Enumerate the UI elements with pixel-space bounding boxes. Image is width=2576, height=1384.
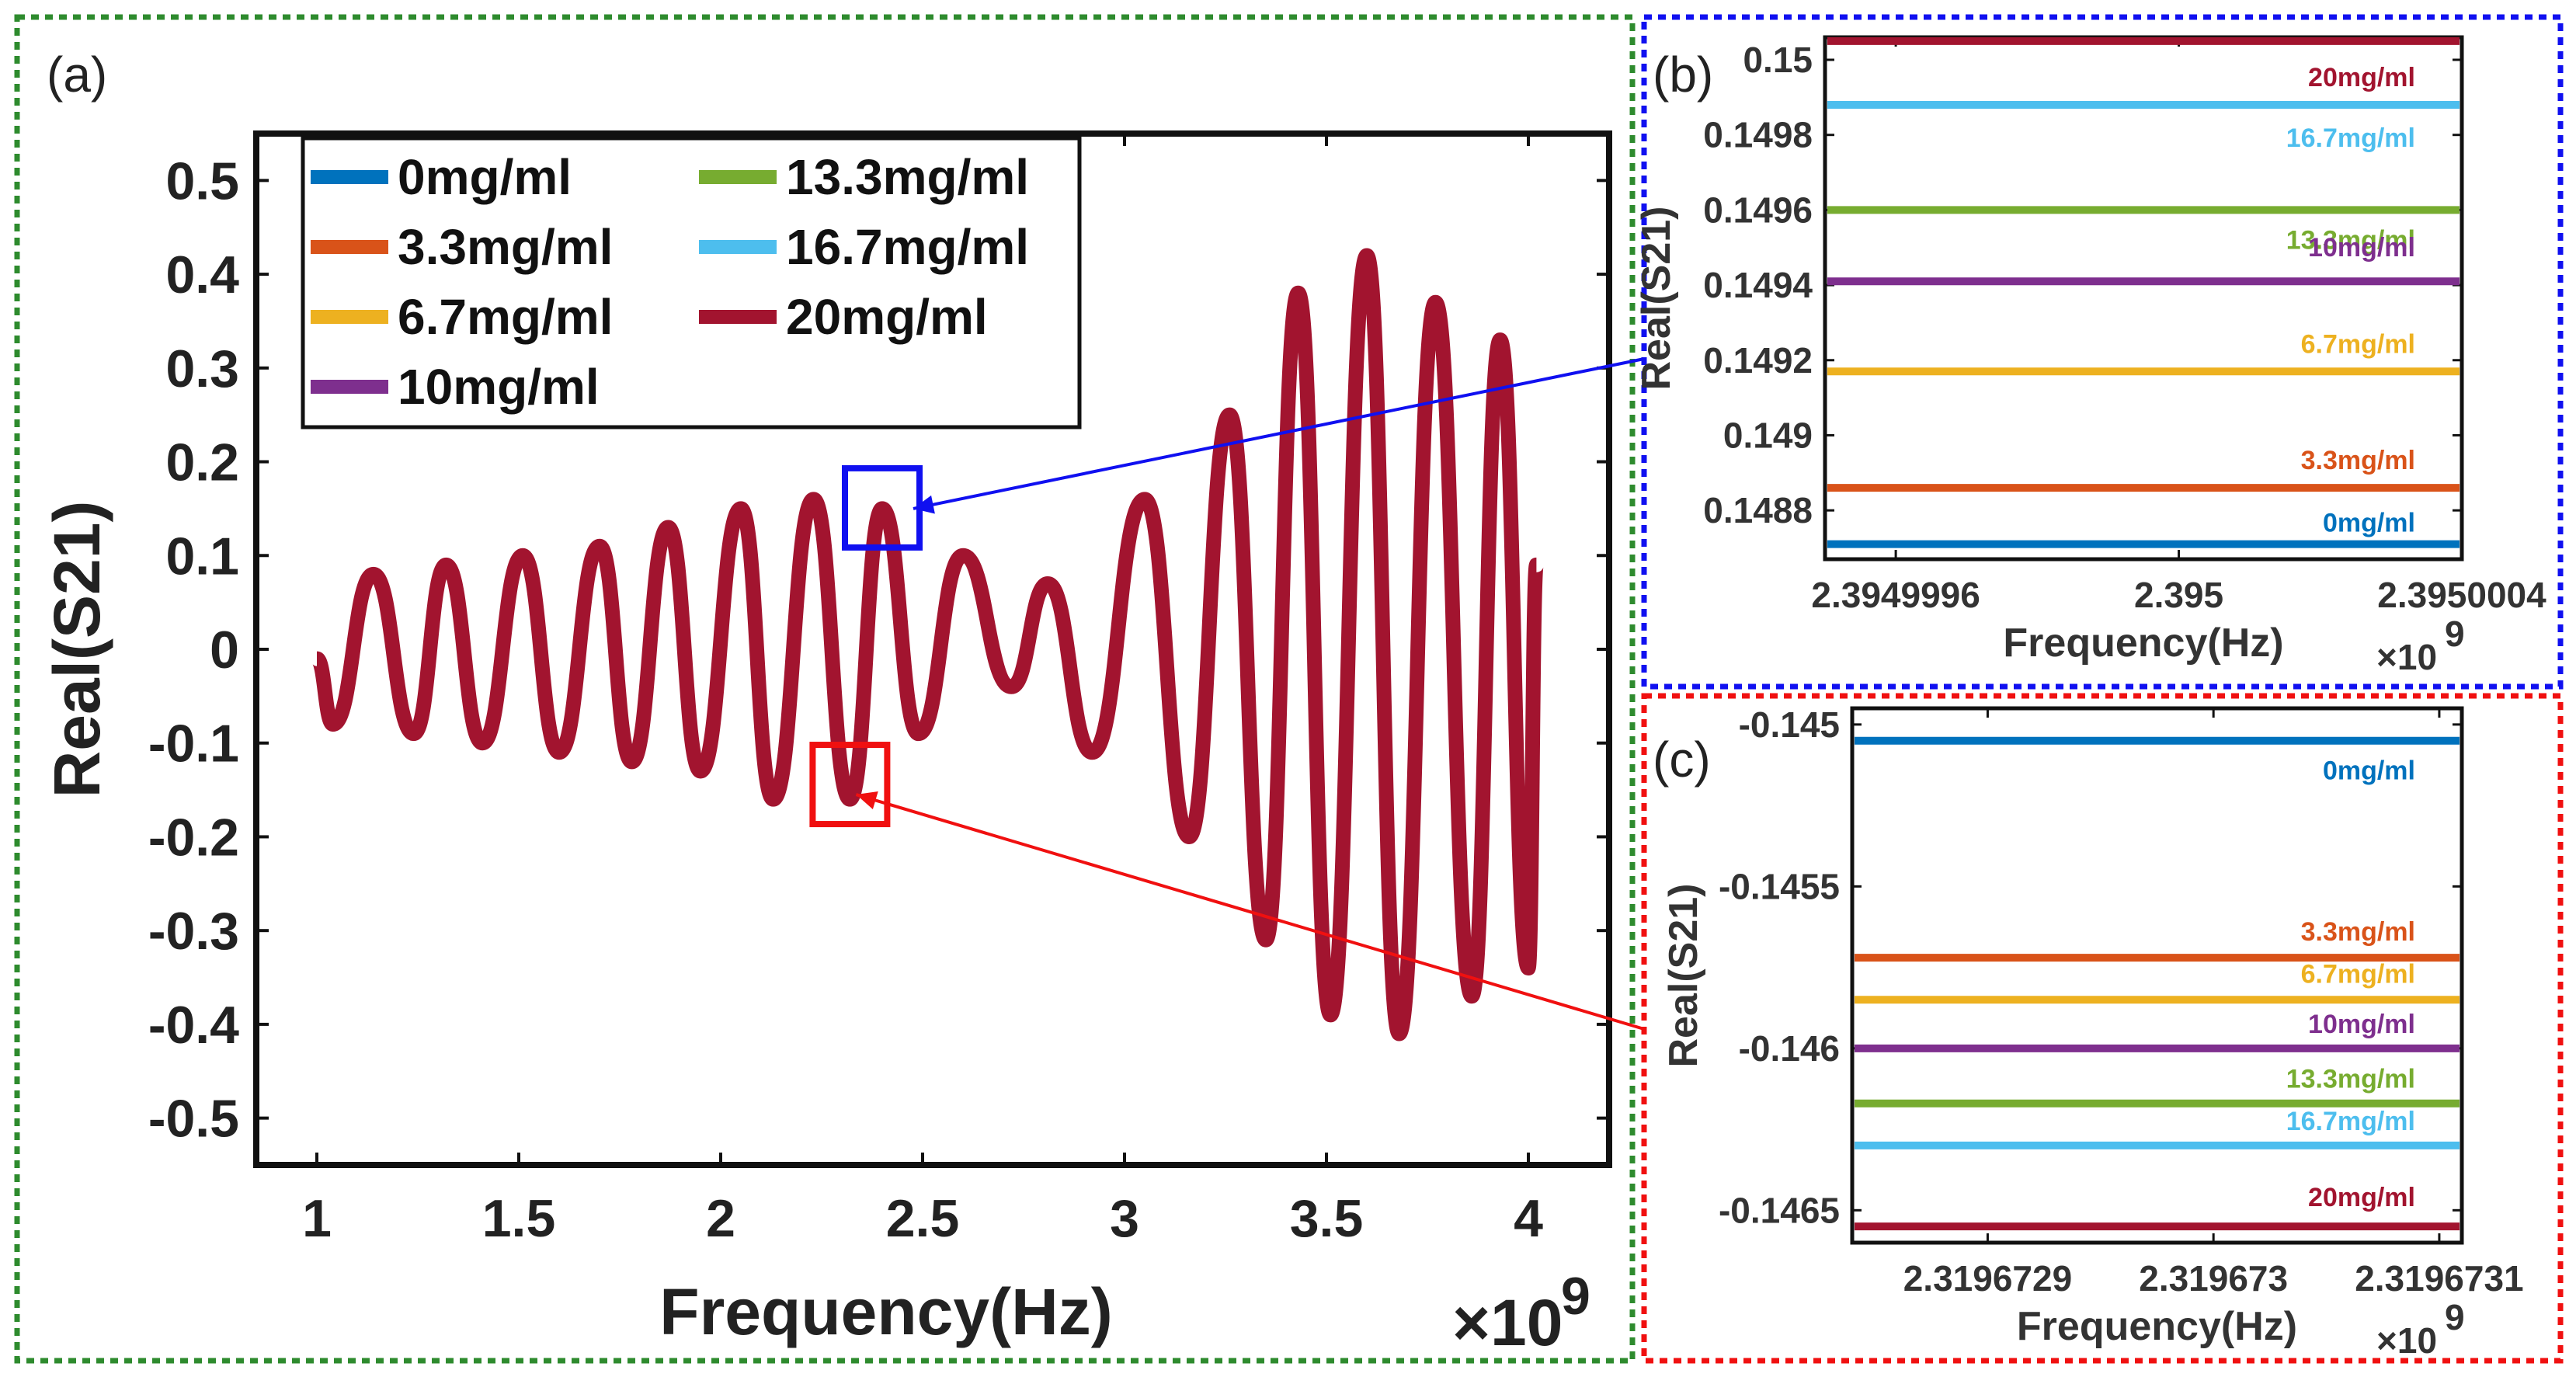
series-line-20mg-ml (309, 248, 1544, 1041)
series-label: 3.3mg/ml (2301, 446, 2415, 475)
y-tick-label: 0.1496 (1703, 190, 1813, 230)
y-axis-label: Real(S21) (1661, 884, 1706, 1068)
series-label: 3.3mg/ml (2301, 917, 2415, 947)
y-tick-label-a: -0.5 (148, 1090, 239, 1149)
y-tick-label-a: 0 (210, 621, 239, 680)
x-multiplier-exp-a: 9 (1561, 1267, 1590, 1326)
zoom-connector-line (913, 357, 1645, 510)
legend-entry: 3.3mg/ml (398, 219, 613, 275)
x-multiplier-exp: 9 (2445, 1297, 2465, 1337)
x-tick-label-a: 2.5 (886, 1189, 960, 1248)
panel-c-label: (c) (1653, 732, 1711, 788)
panel-a-frame (14, 14, 1636, 1364)
x-multiplier: ×10 (2376, 1320, 2437, 1361)
zoom-connector-line (855, 793, 1645, 1031)
x-tick-label-a: 4 (1514, 1189, 1543, 1248)
legend-entry: 16.7mg/ml (786, 219, 1029, 275)
zoom-connectors (855, 357, 1645, 1031)
chart-c: -0.145 -0.1455 -0.146 -0.1465 2.3196729 2.319… (1661, 704, 2524, 1361)
series-label: 20mg/ml (2308, 1183, 2415, 1212)
x-tick-label: 2.395 (2134, 575, 2223, 615)
x-axis-label: Frequency(Hz) (2017, 1304, 2297, 1349)
x-multiplier-exp: 9 (2445, 614, 2465, 654)
legend-box (301, 136, 1082, 429)
y-tick-label-a: 0.4 (165, 245, 239, 304)
y-axis-label: Real(S21) (1634, 207, 1679, 391)
x-tick-label: 2.3196731 (2355, 1258, 2523, 1299)
series-label: 13.3mg/ml (2286, 1065, 2415, 1094)
x-tick-label: 2.319673 (2139, 1258, 2288, 1299)
x-tick-label-a: 3.5 (1290, 1189, 1364, 1248)
series-label: 13.3mg/ml (2286, 225, 2415, 255)
legend-entry: 10mg/ml (398, 359, 600, 415)
y-tick-label-a: -0.4 (148, 996, 239, 1055)
x-tick-label: 2.3196729 (1903, 1258, 2072, 1299)
x-tick-label: 2.3950004 (2377, 575, 2546, 615)
y-tick-label-a: 0.3 (165, 339, 239, 398)
x-multiplier-a: ×10 (1452, 1286, 1563, 1359)
y-tick-label: -0.145 (1739, 704, 1840, 745)
panel-a-label: (a) (47, 47, 107, 103)
plot-area-c (1850, 706, 2464, 1245)
x-axis-label: Frequency(Hz) (2003, 621, 2283, 666)
series-label: 0mg/ml (2323, 509, 2415, 538)
x-tick-label-a: 3 (1110, 1189, 1139, 1248)
y-tick-label-a: -0.2 (148, 808, 239, 867)
y-tick-label: 0.1494 (1703, 265, 1813, 305)
legend-entry: 6.7mg/ml (398, 289, 613, 345)
series-label: 10mg/ml (2308, 1010, 2415, 1039)
y-tick-label: 0.1488 (1703, 490, 1813, 530)
panel-b-frame (1641, 14, 2564, 690)
y-tick-label-a: 0.2 (165, 433, 239, 492)
x-multiplier: ×10 (2376, 637, 2437, 677)
y-tick-label-a: 0.5 (165, 151, 239, 210)
legend-entry: 0mg/ml (398, 149, 572, 205)
series-label: 10mg/ml (2308, 233, 2415, 263)
x-tick-label-a: 2 (706, 1189, 735, 1248)
series-label: 16.7mg/ml (2286, 123, 2415, 153)
y-tick-label: 0.1498 (1703, 115, 1813, 155)
y-tick-label-a: -0.1 (148, 715, 239, 774)
y-tick-label: 0.149 (1723, 415, 1813, 455)
x-axis-label-a: Frequency(Hz) (659, 1275, 1112, 1348)
y-tick-label: 0.1492 (1703, 340, 1813, 381)
legend-entry: 20mg/ml (786, 289, 988, 345)
series-label: 0mg/ml (2323, 756, 2415, 786)
x-tick-label: 2.3949996 (1811, 575, 1980, 615)
y-tick-label: -0.1465 (1719, 1190, 1840, 1230)
y-axis-label-a: Real(S21) (40, 501, 113, 798)
y-tick-label-a: -0.3 (148, 902, 239, 961)
legend-entry: 13.3mg/ml (786, 149, 1029, 205)
series-label: 6.7mg/ml (2301, 329, 2415, 359)
y-tick-label: 0.15 (1743, 40, 1813, 80)
zoom-box-c (809, 742, 891, 828)
panel-b-label: (b) (1653, 47, 1713, 103)
plot-area-b (1823, 35, 2464, 562)
x-tick-label-a: 1 (302, 1189, 332, 1248)
chart-b: 0.15 0.1498 0.1496 0.1494 0.1492 0.149 0.1488 2… (1634, 35, 2546, 677)
zoom-connector-arrowhead (913, 495, 935, 514)
y-tick-label: -0.146 (1739, 1028, 1840, 1069)
series-label: 6.7mg/ml (2301, 959, 2415, 989)
zoom-connector-arrowhead (856, 791, 878, 809)
series-label: 20mg/ml (2308, 63, 2415, 92)
x-tick-label-a: 1.5 (482, 1189, 556, 1248)
y-tick-label-a: 0.1 (165, 527, 239, 586)
series-label: 16.7mg/ml (2286, 1107, 2415, 1136)
y-tick-label: -0.1455 (1719, 866, 1840, 906)
chart-a: 0.5 0.4 0.3 0.2 0.1 0 -0.1 -0.2 -0.3 -0.4 -0.5 1 1.5… (40, 130, 1612, 1359)
